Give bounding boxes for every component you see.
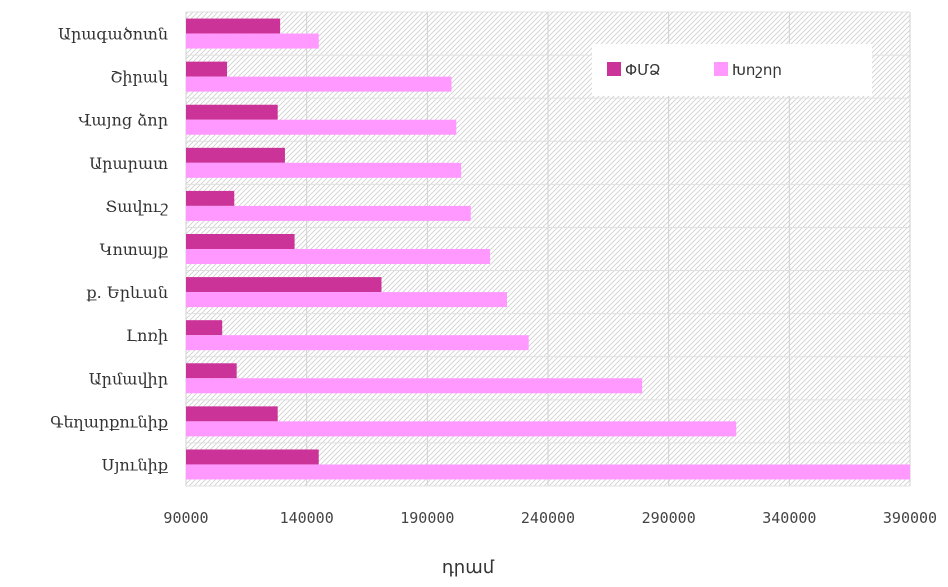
y-tick-label: Կոտայք: [100, 240, 169, 259]
bar-large-2: [186, 119, 457, 135]
bar-large-6: [186, 292, 507, 308]
bar-large-1: [186, 76, 452, 92]
legend-swatch: [714, 62, 728, 76]
x-tick-label: 90000: [163, 509, 208, 527]
bar-sme-3: [186, 147, 285, 163]
bar-large-0: [186, 33, 319, 49]
y-tick-label: Վայոց ձոր: [79, 111, 168, 130]
y-tick-label: Լոռի: [126, 326, 168, 345]
bar-sme-8: [186, 363, 237, 379]
bar-large-9: [186, 421, 737, 437]
x-tick-label: 190000: [400, 509, 454, 527]
legend-label: Խոշոր: [732, 61, 782, 79]
x-tick-label: 390000: [883, 509, 937, 527]
y-tick-label: Գեղարքունիք: [50, 412, 169, 431]
y-tick-label: Արագածոտն: [58, 25, 168, 44]
bar-sme-2: [186, 104, 278, 120]
y-tick-label: Արմավիր: [89, 369, 168, 388]
y-tick-label: Շիրակ: [110, 68, 168, 87]
x-axis-label: դրամ: [442, 557, 495, 578]
y-tick-label: ք. Երևան: [86, 283, 168, 302]
bar-sme-7: [186, 320, 223, 336]
bar-large-7: [186, 335, 529, 351]
bar-sme-10: [186, 449, 319, 465]
x-tick-label: 340000: [762, 509, 816, 527]
bar-sme-9: [186, 406, 278, 422]
bar-large-8: [186, 378, 643, 394]
bar-sme-4: [186, 190, 235, 206]
bars: [186, 18, 910, 480]
y-tick-labels: Արագածոտն Շիրակ Վայոց ձոր Արարատ Տավուշ Կոտայ…: [50, 25, 169, 475]
bar-large-5: [186, 249, 491, 264]
x-tick-label: 240000: [521, 509, 575, 527]
legend-box: [592, 44, 872, 96]
bar-sme-6: [186, 277, 382, 293]
bar-sme-5: [186, 234, 295, 249]
legend: ՓՄՁ Խոշոր: [592, 44, 872, 96]
legend-label: ՓՄՁ: [625, 61, 661, 79]
bar-large-4: [186, 205, 471, 221]
x-tick-label: 290000: [642, 509, 696, 527]
y-tick-label: Տավուշ: [106, 197, 168, 216]
bar-large-10: [186, 464, 910, 480]
x-tick-labels: 90000 140000 190000 240000 290000 340000 39000…: [163, 509, 937, 527]
bar-sme-1: [186, 61, 228, 77]
x-tick-label: 140000: [280, 509, 334, 527]
y-tick-label: Արարատ: [89, 154, 168, 173]
bar-large-3: [186, 162, 462, 178]
legend-swatch: [607, 62, 621, 76]
y-tick-label: Սյունիք: [102, 455, 169, 474]
bar-sme-0: [186, 18, 281, 34]
